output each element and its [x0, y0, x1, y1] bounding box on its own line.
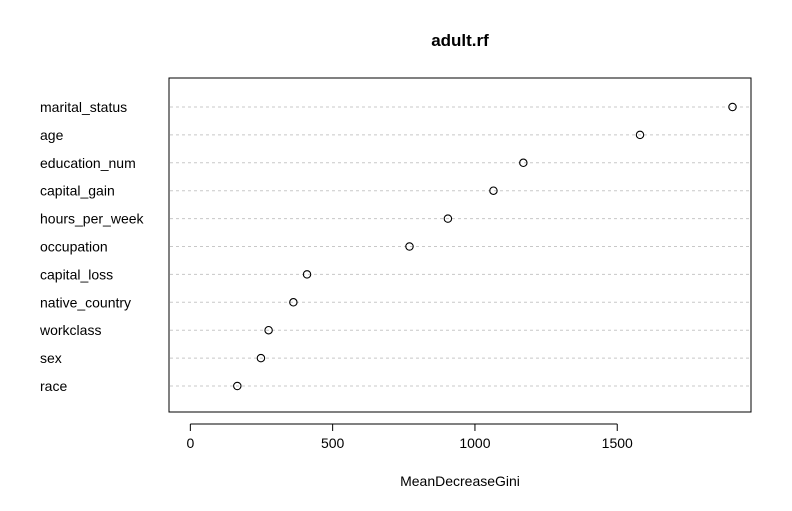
- data-point: [519, 158, 528, 168]
- category-label: marital_status: [40, 99, 127, 115]
- data-point: [233, 381, 242, 391]
- data-point: [289, 298, 298, 307]
- x-tick-label: 500: [321, 435, 345, 451]
- category-label: workclass: [39, 322, 101, 338]
- category-label: capital_loss: [40, 266, 113, 282]
- data-point: [264, 325, 273, 335]
- data-point: [256, 353, 266, 363]
- data-point: [443, 214, 453, 223]
- category-label: age: [40, 127, 64, 143]
- data-point: [405, 242, 414, 251]
- category-label: race: [40, 378, 67, 394]
- category-label: education_num: [40, 155, 136, 171]
- category-label: native_country: [40, 294, 131, 310]
- category-label: occupation: [40, 239, 108, 255]
- data-point: [635, 130, 645, 140]
- category-label: capital_gain: [40, 183, 115, 199]
- grid-lines: [170, 106, 750, 387]
- x-axis: 0 500 1000 1500: [186, 423, 633, 451]
- category-label: hours_per_week: [40, 211, 145, 227]
- x-tick-label: 0: [186, 435, 194, 451]
- data-points: [233, 102, 737, 391]
- data-point: [302, 270, 312, 279]
- data-point: [489, 186, 498, 195]
- x-tick-label: 1500: [602, 435, 633, 451]
- x-tick-label: 1000: [459, 435, 490, 451]
- data-point: [728, 102, 737, 112]
- x-axis-label: MeanDecreaseGini: [400, 473, 520, 489]
- chart-title: adult.rf: [431, 31, 489, 50]
- plot-frame: [168, 77, 752, 413]
- category-label: sex: [40, 350, 62, 366]
